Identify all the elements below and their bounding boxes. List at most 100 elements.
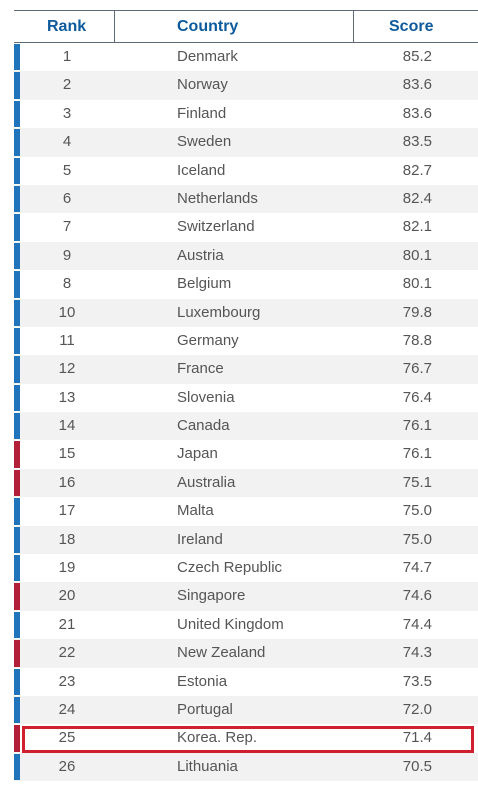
score-cell: 80.1 bbox=[402, 275, 432, 293]
row-color-bar bbox=[14, 356, 20, 383]
country-cell: Finland bbox=[177, 104, 227, 122]
rank-cell: 21 bbox=[58, 615, 76, 633]
country-cell: Czech Republic bbox=[177, 559, 283, 577]
score-cell: 82.1 bbox=[402, 218, 432, 236]
row-color-bar bbox=[14, 214, 20, 241]
table-row: 25 Korea. Rep. 71.4 bbox=[14, 724, 478, 752]
score-cell: 75.1 bbox=[402, 473, 432, 491]
score-cell: 72.0 bbox=[402, 700, 432, 718]
row-color-bar bbox=[14, 157, 20, 184]
score-cell: 74.6 bbox=[402, 587, 432, 605]
table-row: 20 Singapore 74.6 bbox=[14, 582, 478, 611]
table-row: 6 Netherlands 82.4 bbox=[14, 184, 478, 214]
score-cell: 83.6 bbox=[402, 76, 432, 94]
rank-cell: 7 bbox=[62, 218, 72, 236]
rank-cell: 16 bbox=[58, 473, 76, 491]
row-color-bar bbox=[14, 242, 20, 270]
rank-cell: 5 bbox=[62, 161, 72, 179]
rank-cell: 18 bbox=[58, 530, 76, 548]
country-cell: Slovenia bbox=[177, 388, 235, 406]
country-cell: France bbox=[177, 360, 224, 378]
row-color-bar bbox=[14, 753, 20, 781]
table-header: Rank Country Score bbox=[14, 10, 478, 43]
table-row: 23 Estonia 73.5 bbox=[14, 668, 478, 696]
ranking-table: Rank Country Score 1 Denmark 85.2 2 Norway 83… bbox=[14, 10, 478, 782]
score-cell: 79.8 bbox=[402, 303, 432, 321]
rank-cell: 17 bbox=[58, 502, 76, 520]
table-row: 19 Czech Republic 74.7 bbox=[14, 554, 478, 582]
country-cell: Singapore bbox=[177, 587, 246, 605]
score-cell: 76.1 bbox=[402, 445, 432, 463]
country-cell: Germany bbox=[177, 331, 239, 349]
header-divider bbox=[114, 11, 115, 42]
table-row: 5 Iceland 82.7 bbox=[14, 157, 478, 185]
header-score: Score bbox=[389, 18, 434, 35]
row-color-bar bbox=[14, 185, 20, 213]
table-row: 18 Ireland 75.0 bbox=[14, 525, 478, 555]
score-cell: 83.5 bbox=[402, 133, 432, 151]
table-row: 14 Canada 76.1 bbox=[14, 412, 478, 441]
rank-cell: 4 bbox=[62, 133, 72, 151]
score-cell: 82.4 bbox=[402, 189, 432, 207]
table-row: 7 Switzerland 82.1 bbox=[14, 213, 478, 241]
row-color-bar bbox=[14, 668, 20, 695]
row-color-bar bbox=[14, 271, 20, 298]
country-cell: New Zealand bbox=[177, 644, 266, 662]
score-cell: 75.0 bbox=[402, 530, 432, 548]
rank-cell: 13 bbox=[58, 388, 76, 406]
country-cell: Canada bbox=[177, 417, 230, 435]
header-country: Country bbox=[177, 18, 239, 35]
rank-cell: 19 bbox=[58, 559, 76, 577]
table-row: 8 Belgium 80.1 bbox=[14, 270, 478, 298]
row-color-bar bbox=[14, 611, 20, 639]
row-color-bar bbox=[14, 72, 20, 99]
score-cell: 74.4 bbox=[402, 615, 432, 633]
table-row: 16 Australia 75.1 bbox=[14, 468, 478, 498]
table-row: 9 Austria 80.1 bbox=[14, 241, 478, 271]
country-cell: Malta bbox=[177, 502, 214, 520]
row-color-bar bbox=[14, 413, 20, 440]
table-row: 24 Portugal 72.0 bbox=[14, 695, 478, 725]
table-row: 17 Malta 75.0 bbox=[14, 497, 478, 525]
score-cell: 73.5 bbox=[402, 672, 432, 690]
rank-cell: 14 bbox=[58, 417, 76, 435]
row-color-bar bbox=[14, 327, 20, 355]
score-cell: 74.3 bbox=[402, 644, 432, 662]
table-row: 13 Slovenia 76.4 bbox=[14, 384, 478, 412]
row-color-bar bbox=[14, 469, 20, 497]
table-row: 4 Sweden 83.5 bbox=[14, 128, 478, 157]
rank-cell: 9 bbox=[62, 246, 72, 264]
row-color-bar bbox=[14, 725, 20, 752]
rank-cell: 6 bbox=[62, 189, 72, 207]
country-cell: Iceland bbox=[177, 161, 226, 179]
row-color-bar bbox=[14, 555, 20, 582]
row-color-bar bbox=[14, 44, 20, 71]
country-cell: Ireland bbox=[177, 530, 223, 548]
country-cell: Austria bbox=[177, 246, 224, 264]
row-color-bar bbox=[14, 129, 20, 156]
country-cell: Netherlands bbox=[177, 189, 258, 207]
score-cell: 71.4 bbox=[402, 729, 432, 747]
score-cell: 76.7 bbox=[402, 360, 432, 378]
row-color-bar bbox=[14, 526, 20, 554]
table-row: 21 United Kingdom 74.4 bbox=[14, 611, 478, 639]
score-cell: 78.8 bbox=[402, 331, 432, 349]
score-cell: 76.4 bbox=[402, 388, 432, 406]
rank-cell: 23 bbox=[58, 672, 76, 690]
table-row: 15 Japan 76.1 bbox=[14, 440, 478, 468]
rank-cell: 12 bbox=[58, 360, 76, 378]
table-row: 3 Finland 83.6 bbox=[14, 100, 478, 128]
table-row: 12 France 76.7 bbox=[14, 355, 478, 384]
rank-cell: 15 bbox=[58, 445, 76, 463]
row-color-bar bbox=[14, 640, 20, 667]
header-divider bbox=[353, 11, 354, 42]
row-color-bar bbox=[14, 384, 20, 412]
row-color-bar bbox=[14, 441, 20, 468]
rank-cell: 24 bbox=[58, 700, 76, 718]
score-cell: 85.2 bbox=[402, 48, 432, 65]
row-color-bar bbox=[14, 100, 20, 128]
rank-cell: 8 bbox=[62, 275, 72, 293]
country-cell: Portugal bbox=[177, 700, 233, 718]
table-row: 11 Germany 78.8 bbox=[14, 327, 478, 355]
rank-cell: 20 bbox=[58, 587, 76, 605]
